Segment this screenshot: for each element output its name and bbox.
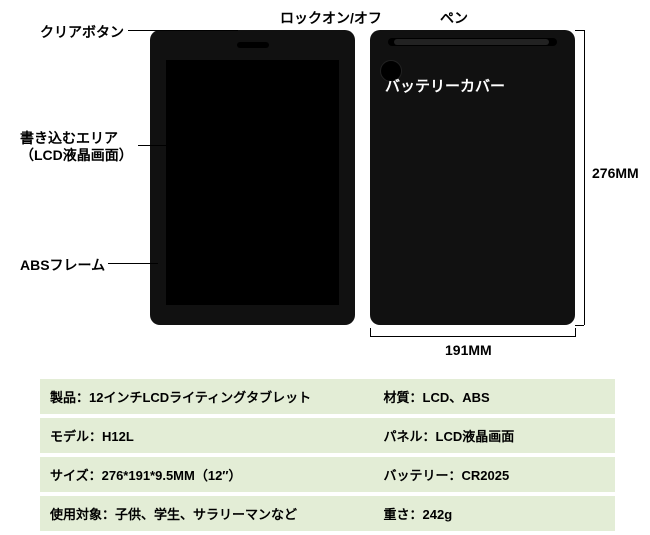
pen-icon <box>394 39 549 45</box>
spec-cell-left: モデル：H12L <box>40 418 374 453</box>
spec-cell-left: サイズ：276*191*9.5MM（12″） <box>40 457 374 492</box>
table-row: 製品：12インチLCDライティングタブレット材質：LCD、ABS <box>40 379 615 414</box>
leader-line <box>128 30 238 31</box>
tablet-front <box>150 30 355 325</box>
label-battery-cover: バッテリーカバー <box>385 75 505 96</box>
dim-line-width <box>370 336 575 337</box>
dim-label-height: 276MM <box>592 165 639 181</box>
dim-tick <box>575 328 576 337</box>
label-lock-on-off: ロックオン/オフ <box>280 8 382 28</box>
dim-tick <box>575 325 584 326</box>
dim-label-width: 191MM <box>445 342 492 358</box>
dim-tick <box>370 328 371 337</box>
dim-line-height <box>584 30 585 325</box>
label-abs-frame: ABSフレーム <box>20 255 105 275</box>
table-row: 使用対象：子供、学生、サラリーマンなど重さ：242g <box>40 496 615 531</box>
spec-cell-right: パネル：LCD液晶画面 <box>374 418 616 453</box>
spec-cell-left: 使用対象：子供、学生、サラリーマンなど <box>40 496 374 531</box>
spec-cell-left: 製品：12インチLCDライティングタブレット <box>40 379 374 414</box>
table-row: サイズ：276*191*9.5MM（12″）バッテリー：CR2025 <box>40 457 615 492</box>
spec-cell-right: 重さ：242g <box>374 496 616 531</box>
leader-line <box>138 145 203 146</box>
spec-cell-right: 材質：LCD、ABS <box>374 379 616 414</box>
leader-line <box>108 263 158 264</box>
diagram-area: クリアボタン 書き込むエリア （LCD液晶画面） ABSフレーム ロックオン/オ… <box>0 0 650 360</box>
spec-table: 製品：12インチLCDライティングタブレット材質：LCD、ABSモデル：H12L… <box>40 375 615 535</box>
dim-tick <box>575 30 584 31</box>
spec-cell-right: バッテリー：CR2025 <box>374 457 616 492</box>
lcd-screen <box>166 60 339 305</box>
label-writing-area-line2: （LCD液晶画面） <box>20 145 133 165</box>
table-row: モデル：H12Lパネル：LCD液晶画面 <box>40 418 615 453</box>
clear-button-icon <box>237 42 269 48</box>
label-pen: ペン <box>440 8 468 28</box>
label-clear-button: クリアボタン <box>40 22 124 42</box>
